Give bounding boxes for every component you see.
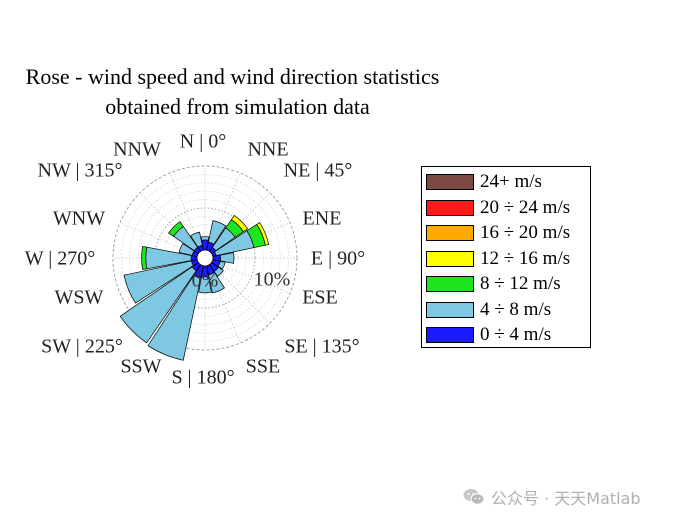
- grid-spoke: [212, 260, 291, 294]
- wechat-icon: [463, 489, 485, 505]
- legend-item: 0 ÷ 4 m/s: [426, 324, 552, 345]
- sector-wsw-bin-1: [123, 260, 194, 304]
- legend-label: 0 ÷ 4 m/s: [480, 324, 552, 345]
- legend-item: 12 ÷ 16 m/s: [426, 247, 571, 269]
- legend-label: 24+ m/s: [480, 171, 542, 192]
- sector-e-bin-1: [219, 252, 235, 264]
- legend-label: 4 ÷ 8 m/s: [480, 298, 552, 320]
- sector-se-bin-1: [213, 266, 224, 277]
- sector-sw-bin-1: [119, 266, 197, 344]
- legend-item: 4 ÷ 8 m/s: [426, 298, 552, 320]
- chart-title-line-1: Rose - wind speed and wind direction sta…: [25, 64, 440, 89]
- direction-label-ne: NE | 45°: [284, 160, 353, 182]
- legend-item: 8 ÷ 12 m/s: [426, 273, 561, 294]
- legend-label: 16 ÷ 20 m/s: [480, 222, 571, 243]
- sector-ese-bin-1: [217, 260, 226, 270]
- direction-label-n: N | 0°: [180, 131, 226, 153]
- legend-swatch: [426, 276, 474, 292]
- watermark: 公众号 · 天天Matlab: [463, 485, 641, 509]
- direction-label-ese: ESE: [302, 287, 338, 309]
- sector-ne-bin-3: [230, 214, 249, 233]
- sector-sse-bin-1: [208, 271, 225, 294]
- direction-label-s: S | 180°: [171, 367, 234, 389]
- legend-item: 16 ÷ 20 m/s: [426, 222, 571, 243]
- legend-swatch: [426, 174, 474, 190]
- sector-w-bin-2: [141, 246, 148, 270]
- sector-ssw-bin-1: [147, 274, 202, 361]
- direction-label-w: W | 270°: [25, 248, 96, 270]
- chart-legend: 24+ m/s 20 ÷ 24 m/s 16 ÷ 20 m/s 12 ÷ 16 m/s…: [421, 166, 591, 348]
- grid-circle: [121, 174, 289, 342]
- sector-ene-bin-3: [256, 222, 270, 246]
- sector-n-bin-1: [200, 236, 210, 241]
- sector-nnw-bin-1: [190, 231, 203, 248]
- grid-circle: [137, 190, 273, 326]
- direction-label-sw: SW | 225°: [41, 336, 123, 358]
- legend-swatch: [426, 199, 474, 216]
- sector-s-bin-1: [198, 276, 212, 294]
- direction-label-wsw: WSW: [55, 287, 104, 309]
- sector-wnw-bin-1: [178, 243, 195, 256]
- radial-tick-label: 0%: [192, 270, 219, 292]
- direction-label-nnw: NNW: [113, 139, 161, 161]
- direction-label-ene: ENE: [303, 208, 342, 230]
- legend-item: 20 ÷ 24 m/s: [426, 196, 571, 218]
- direction-label-ssw: SSW: [120, 356, 161, 378]
- legend-swatch: [426, 225, 474, 241]
- sector-nne-bin-1: [207, 220, 227, 245]
- watermark-text: 公众号 · 天天Matlab: [491, 489, 641, 508]
- legend-label: 12 ÷ 16 m/s: [480, 247, 571, 269]
- legend-label: 8 ÷ 12 m/s: [480, 273, 561, 294]
- legend-swatch: [426, 327, 474, 343]
- direction-label-nne: NNE: [247, 139, 288, 161]
- direction-label-wnw: WNW: [53, 208, 105, 230]
- sector-nw-bin-2: [168, 221, 184, 237]
- direction-label-e: E | 90°: [311, 248, 365, 270]
- chart-title-line-2: obtained from simulation data: [105, 94, 370, 119]
- legend-swatch: [426, 250, 474, 267]
- direction-label-sse: SSE: [246, 356, 280, 378]
- legend-swatch: [426, 301, 474, 318]
- chart-title: Rose - wind speed and wind direction sta…: [0, 62, 475, 122]
- grid-circle: [112, 165, 298, 351]
- direction-label-nw: NW | 315°: [38, 160, 123, 182]
- direction-label-se: SE | 135°: [284, 336, 359, 358]
- radial-tick-label: 10%: [254, 269, 291, 291]
- legend-label: 20 ÷ 24 m/s: [480, 196, 571, 218]
- legend-item: 24+ m/s: [426, 171, 542, 192]
